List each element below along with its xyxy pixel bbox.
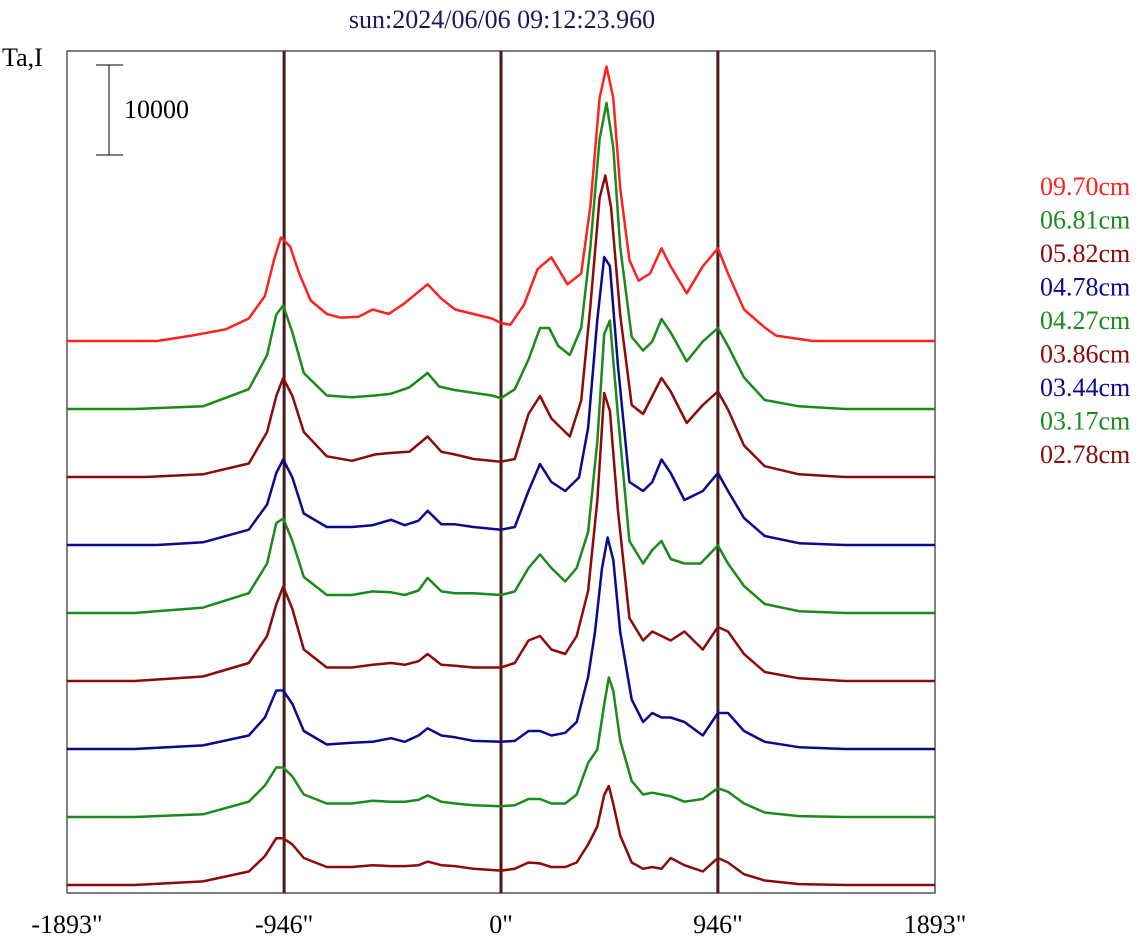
scale-bar-label: 10000: [124, 95, 189, 124]
x-tick-label: -1893": [31, 910, 102, 939]
legend-item: 03.44cm: [1040, 373, 1130, 402]
legend-item: 03.86cm: [1040, 340, 1130, 369]
legend-item: 09.70cm: [1040, 172, 1130, 201]
trace-03.44cm: [67, 536, 935, 751]
x-tick-label: 946": [693, 910, 743, 939]
x-tick-labels: -1893" -946" 0" 946" 1893": [31, 910, 966, 939]
trace-02.78cm: [67, 784, 935, 887]
x-tick-label: 0": [489, 910, 513, 939]
chart-title: sun:2024/06/06 09:12:23.960: [349, 5, 655, 34]
legend-item: 05.82cm: [1040, 239, 1130, 268]
trace-03.17cm: [67, 676, 935, 819]
x-tick-label: 1893": [904, 910, 967, 939]
trace-05.82cm: [67, 174, 935, 479]
scale-bar: 10000: [96, 64, 189, 156]
legend-item: 03.17cm: [1040, 407, 1130, 436]
legend-item: 06.81cm: [1040, 206, 1130, 235]
legend-item: 04.78cm: [1040, 273, 1130, 302]
legend: 09.70cm 06.81cm 05.82cm 04.78cm 04.27cm 03.86…: [1040, 172, 1130, 469]
legend-item: 02.78cm: [1040, 440, 1130, 469]
trace-06.81cm: [67, 101, 935, 411]
traces: [67, 65, 935, 887]
trace-04.78cm: [67, 255, 935, 547]
trace-04.27cm: [67, 319, 935, 615]
legend-item: 04.27cm: [1040, 306, 1130, 335]
x-tick-label: -946": [255, 910, 313, 939]
trace-03.86cm: [67, 391, 935, 683]
trace-09.70cm: [67, 65, 935, 343]
y-axis-label: Ta,I: [2, 43, 43, 72]
